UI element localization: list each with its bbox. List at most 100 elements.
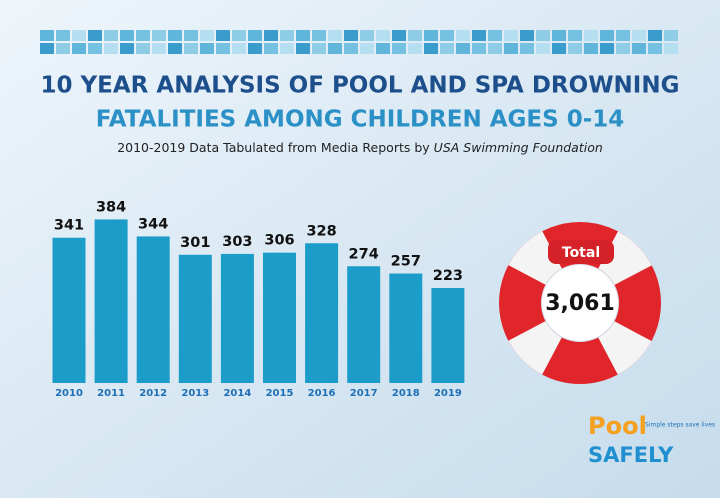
total-label: Total: [562, 245, 600, 261]
total-tag: [548, 240, 614, 264]
value-label: 306: [264, 233, 294, 249]
tile: [344, 30, 358, 41]
tile: [376, 30, 390, 41]
bar: [389, 273, 423, 383]
tile: [120, 43, 134, 54]
tile: [184, 43, 198, 54]
bar: [94, 219, 128, 383]
tile: [648, 30, 662, 41]
tile: [168, 43, 182, 54]
ring-center: [542, 265, 618, 341]
tile: [376, 43, 390, 54]
tile: [200, 30, 214, 41]
value-label: 303: [222, 234, 252, 250]
bar: [52, 237, 86, 383]
tile: [392, 30, 406, 41]
bar: [263, 252, 296, 383]
value-label: 384: [96, 199, 126, 215]
value-label: 328: [306, 223, 336, 239]
tile: [664, 30, 678, 41]
tile: [472, 30, 486, 41]
tile: [56, 30, 70, 41]
tile: [168, 30, 182, 41]
value-label: 223: [433, 268, 463, 284]
x-tick-label: 2016: [308, 388, 336, 399]
tile: [360, 30, 374, 41]
tile: [104, 30, 118, 41]
tile: [584, 43, 598, 54]
value-label: 301: [180, 235, 210, 251]
tile: [536, 43, 550, 54]
value-label: 344: [138, 216, 168, 232]
tile: [664, 43, 678, 54]
bar: [305, 243, 339, 383]
tile: [120, 30, 134, 41]
logo-word-1: Pool: [588, 412, 647, 440]
tile: [312, 30, 326, 41]
tile: [296, 30, 310, 41]
tile: [456, 30, 470, 41]
total-value: 3,061: [545, 291, 615, 316]
tile: [88, 43, 102, 54]
subtitle: 2010-2019 Data Tabulated from Media Repo…: [117, 140, 603, 155]
tile: [216, 30, 230, 41]
ring-stripes: [499, 222, 661, 384]
tile: [424, 43, 438, 54]
tile: [456, 43, 470, 54]
tile: [504, 43, 518, 54]
value-label: 274: [349, 246, 379, 262]
tile: [344, 43, 358, 54]
tile: [232, 43, 246, 54]
tile: [232, 30, 246, 41]
tile-border: [40, 30, 678, 54]
tile: [296, 43, 310, 54]
tile: [360, 43, 374, 54]
tile: [600, 43, 614, 54]
bar-chart: 341 2010 384 2011 344 2012 301 2013 303 2014 306 20…: [52, 199, 465, 399]
tile: [632, 30, 646, 41]
x-tick-label: 2010: [55, 388, 83, 399]
tile: [536, 30, 550, 41]
subtitle-text: 2010-2019 Data Tabulated from Media Repo…: [117, 140, 430, 155]
tile: [616, 43, 630, 54]
tile: [488, 43, 502, 54]
logo: Pool Simple steps save lives SAFELY: [588, 412, 715, 467]
x-tick-label: 2012: [139, 388, 167, 399]
tile: [104, 43, 118, 54]
x-tick-label: 2015: [266, 388, 294, 399]
tile: [504, 30, 518, 41]
tile: [56, 43, 70, 54]
tile: [136, 43, 150, 54]
tile: [632, 43, 646, 54]
bar: [347, 266, 381, 383]
tile: [616, 30, 630, 41]
tile: [568, 43, 582, 54]
subtitle-source: USA Swimming Foundation: [434, 140, 603, 155]
tile: [552, 30, 566, 41]
tile: [216, 43, 230, 54]
tile: [184, 30, 198, 41]
tile: [72, 43, 86, 54]
bar: [136, 236, 170, 383]
tile: [600, 30, 614, 41]
tile: [648, 43, 662, 54]
tile: [152, 43, 166, 54]
title: 10 YEAR ANALYSIS OF POOL AND SPA DROWNIN…: [41, 73, 680, 99]
tile: [280, 30, 294, 41]
tile: [440, 43, 454, 54]
tile: [552, 43, 566, 54]
logo-word-2: SAFELY: [588, 443, 674, 467]
x-tick-label: 2019: [434, 388, 462, 399]
tile: [88, 30, 102, 41]
tile: [328, 30, 342, 41]
bar: [220, 253, 254, 383]
tile: [328, 43, 342, 54]
tile: [152, 30, 166, 41]
tile: [472, 43, 486, 54]
tile: [440, 30, 454, 41]
value-label: 257: [391, 254, 421, 270]
tile: [40, 30, 54, 41]
tile: [200, 43, 214, 54]
tile: [264, 43, 278, 54]
